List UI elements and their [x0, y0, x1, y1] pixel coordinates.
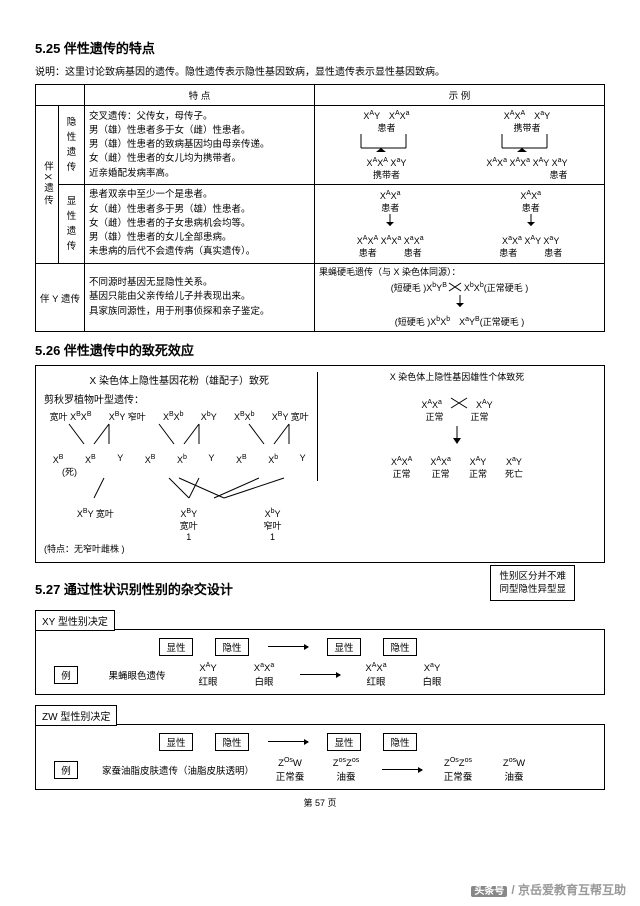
page-number: 第 57 页	[35, 796, 605, 809]
hdr-example: 示 例	[315, 85, 605, 106]
section-526-title: 5.26 伴性遗传中的致死效应	[35, 340, 605, 359]
recessive-label: 隐性遗传	[63, 115, 80, 176]
section-525-note: 说明：这里讨论致病基因的遗传。隐性遗传表示隐性基因致病，显性遗传表示显性基因致病…	[35, 63, 605, 78]
zw-box: 显性 隐性 显性 隐性 例 家蚕油脂皮肤遗传（油脂皮肤透明） ZOsW正常蚕 Z…	[35, 724, 605, 790]
callout-527: 性别区分并不难同型隐性异型显	[490, 565, 575, 602]
section-527: 5.27 通过性状识别性别的杂交设计 性别区分并不难同型隐性异型显 XY 型性别…	[35, 571, 605, 790]
xy-tag: XY 型性别决定	[35, 610, 115, 631]
y-points: 不同源时基因无显隐性关系。基因只能由父亲传给儿子并表现出来。具家族同源性，用于刑…	[89, 276, 310, 319]
section-527-title: 5.27 通过性状识别性别的杂交设计	[35, 579, 233, 598]
dominant-points: 患者双亲中至少一个是患者。女（雌）性患者多于男（雄）性患者。女（雌）性患者的子女…	[89, 188, 310, 259]
box-526: X 染色体上隐性基因花粉（雄配子）致死 剪秋罗植物叶型遗传： 宽叶 XBXBXB…	[35, 365, 605, 562]
row-x: 伴X遗传	[40, 161, 54, 208]
recessive-example: XAY XAXa患者 XAXA XaY携带者 XAXA XaY携带者 XAXa …	[315, 106, 605, 185]
526-right: X 染色体上隐性基因雄性个体致死 XAXa XAY 正常 正常 XAXA正常XA…	[317, 372, 587, 480]
hdr-feature: 特 点	[85, 85, 315, 106]
xy-box: 显性 隐性 显性 隐性 例 果蝇眼色遗传 XAY红眼 XaXa白眼 XAXa红眼…	[35, 629, 605, 695]
recessive-points: 交叉遗传：父传女，母传子。男（雄）性患者多于女（雌）性患者。男（雄）性患者的致病…	[89, 110, 310, 181]
table-525: 特 点 示 例 伴X遗传 隐性遗传 交叉遗传：父传女，母传子。男（雄）性患者多于…	[35, 84, 605, 332]
dominant-label: 显性遗传	[63, 194, 80, 255]
y-example: 果蝇硬毛遗传（与 X 染色体同源）： (短硬毛 )XbYB XbXb(正常硬毛 …	[315, 263, 605, 332]
watermark: 头条号/ 京岳爱教育互帮互助	[471, 881, 626, 898]
zw-tag: ZW 型性别决定	[35, 705, 117, 726]
row-y: 伴 Y 遗传	[36, 263, 85, 332]
section-525-title: 5.25 伴性遗传的特点	[35, 38, 605, 57]
dominant-example: XAXa患者 XAXA XAXa XaXa患者 患者 XAXa患者 XaXa X…	[315, 185, 605, 263]
526-left: X 染色体上隐性基因花粉（雄配子）致死 剪秋罗植物叶型遗传： 宽叶 XBXBXB…	[44, 372, 314, 555]
